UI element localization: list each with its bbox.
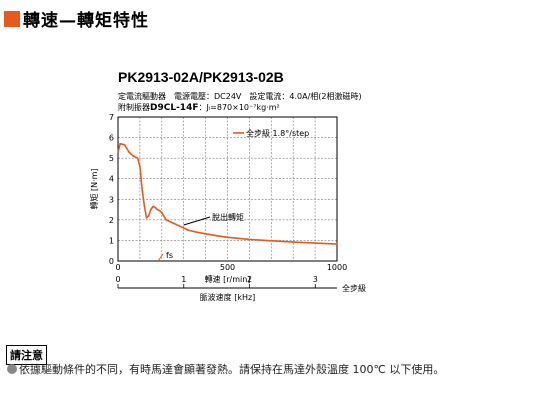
secondary-x-tick-label: 2 (247, 275, 252, 284)
series-point (226, 236, 229, 239)
series-point (178, 225, 181, 227)
y-tick-label: 1 (109, 236, 114, 245)
page-title: 轉速—轉矩特性 (23, 11, 149, 31)
chart-legend: 全步級 1.8°/step (233, 128, 309, 138)
legend-label: 全步級 1.8°/step (246, 128, 309, 138)
series-point (248, 238, 251, 241)
series-point (165, 219, 167, 221)
series-point (150, 208, 152, 211)
notice-label: 請注意 (6, 345, 47, 365)
y-tick-label: 2 (109, 216, 114, 225)
series-point (161, 211, 163, 214)
chart-grid (118, 117, 337, 261)
series-point (139, 165, 141, 168)
chart-annotations: 脫出轉矩 fs (157, 212, 244, 262)
series-line (117, 142, 338, 245)
secondary-x-tick-label: 3 (313, 275, 318, 284)
x-tick-label: 1000 (327, 263, 347, 272)
y-axis-label: 轉矩 [N·m] (89, 168, 99, 209)
series-point (136, 157, 139, 159)
series-point (158, 209, 161, 212)
y-tick-label: 0 (109, 257, 114, 266)
series-point (196, 231, 198, 233)
secondary-x-tick-label: 0 (115, 275, 120, 284)
series-point (215, 234, 218, 237)
model-name: PK2913-02A/PK2913-02B (118, 69, 284, 85)
series-point (171, 222, 174, 224)
series-point (154, 206, 157, 209)
x-tick-label: 0 (115, 263, 120, 272)
y-tick-label: 5 (109, 154, 114, 163)
x-tick-label: 500 (220, 263, 235, 272)
plot-frame (117, 116, 338, 262)
y-tick-label: 3 (109, 195, 114, 204)
y-tick-label: 7 (109, 113, 114, 122)
chart-axes (117, 116, 338, 289)
fs-marker (157, 253, 164, 262)
secondary-x-axis-label: 脈波速度 [kHz] (200, 292, 256, 302)
chart-series (117, 142, 338, 245)
torque-chart: 0 1 2 3 4 5 6 7 0 500 1000 0 1 2 3 全步級 1.8°/step 脫出轉矩 f… (89, 113, 366, 302)
series-point (132, 155, 135, 157)
y-tick-label: 4 (109, 175, 114, 184)
fs-label: fs (166, 251, 173, 260)
series-point (204, 233, 207, 235)
spec-line-1: 定電流驅動器 電源電壓：DC24V 設定電流：4.0A/相(2相激磁時) (118, 92, 362, 101)
series-point (270, 240, 273, 242)
pullout-torque-label: 脫出轉矩 (212, 212, 244, 222)
series-point (156, 208, 159, 211)
series-point (123, 143, 126, 146)
series-point (117, 151, 119, 153)
series-point (152, 205, 154, 208)
pullout-leader (183, 216, 211, 226)
series-point (141, 188, 143, 190)
header-accent-square (4, 10, 20, 27)
series-point (145, 217, 148, 219)
spec-inertia: ：Jₗ=870×10⁻⁷kg·m² (198, 103, 280, 112)
series-point (292, 241, 295, 243)
y-tick-label: 6 (109, 134, 114, 143)
secondary-x-unit-label: 全步級 (342, 283, 366, 293)
spec-damper-model: D9CL-14F (150, 103, 199, 113)
notice-text: 依據驅動條件的不同，有時馬達會顯著發熱。請保持在馬達外殼溫度 100℃ 以下使用… (7, 361, 444, 377)
series-point (314, 242, 316, 244)
series-point (143, 204, 146, 207)
x-axis-label: 轉速 [r/min] (205, 274, 251, 284)
page-header: 轉速—轉矩特性 (4, 6, 149, 31)
notice-bullet-icon (7, 364, 17, 374)
secondary-x-tick-label: 1 (181, 275, 186, 284)
series-point (147, 214, 150, 217)
series-point (119, 142, 121, 145)
spec-damper-label: 附制振器 (118, 103, 150, 112)
series-point (128, 151, 130, 153)
notice-body: 依據驅動條件的不同，有時馬達會顯著發熱。請保持在馬達外殼溫度 100℃ 以下使用… (19, 363, 445, 376)
series-point (336, 243, 338, 245)
series-point (187, 229, 189, 231)
spec-line-2: 附制振器D9CL-14F：Jₗ=870×10⁻⁷kg·m² (118, 102, 280, 113)
chart-ticks: 0 1 2 3 4 5 6 7 0 500 1000 0 1 2 3 (109, 113, 347, 288)
